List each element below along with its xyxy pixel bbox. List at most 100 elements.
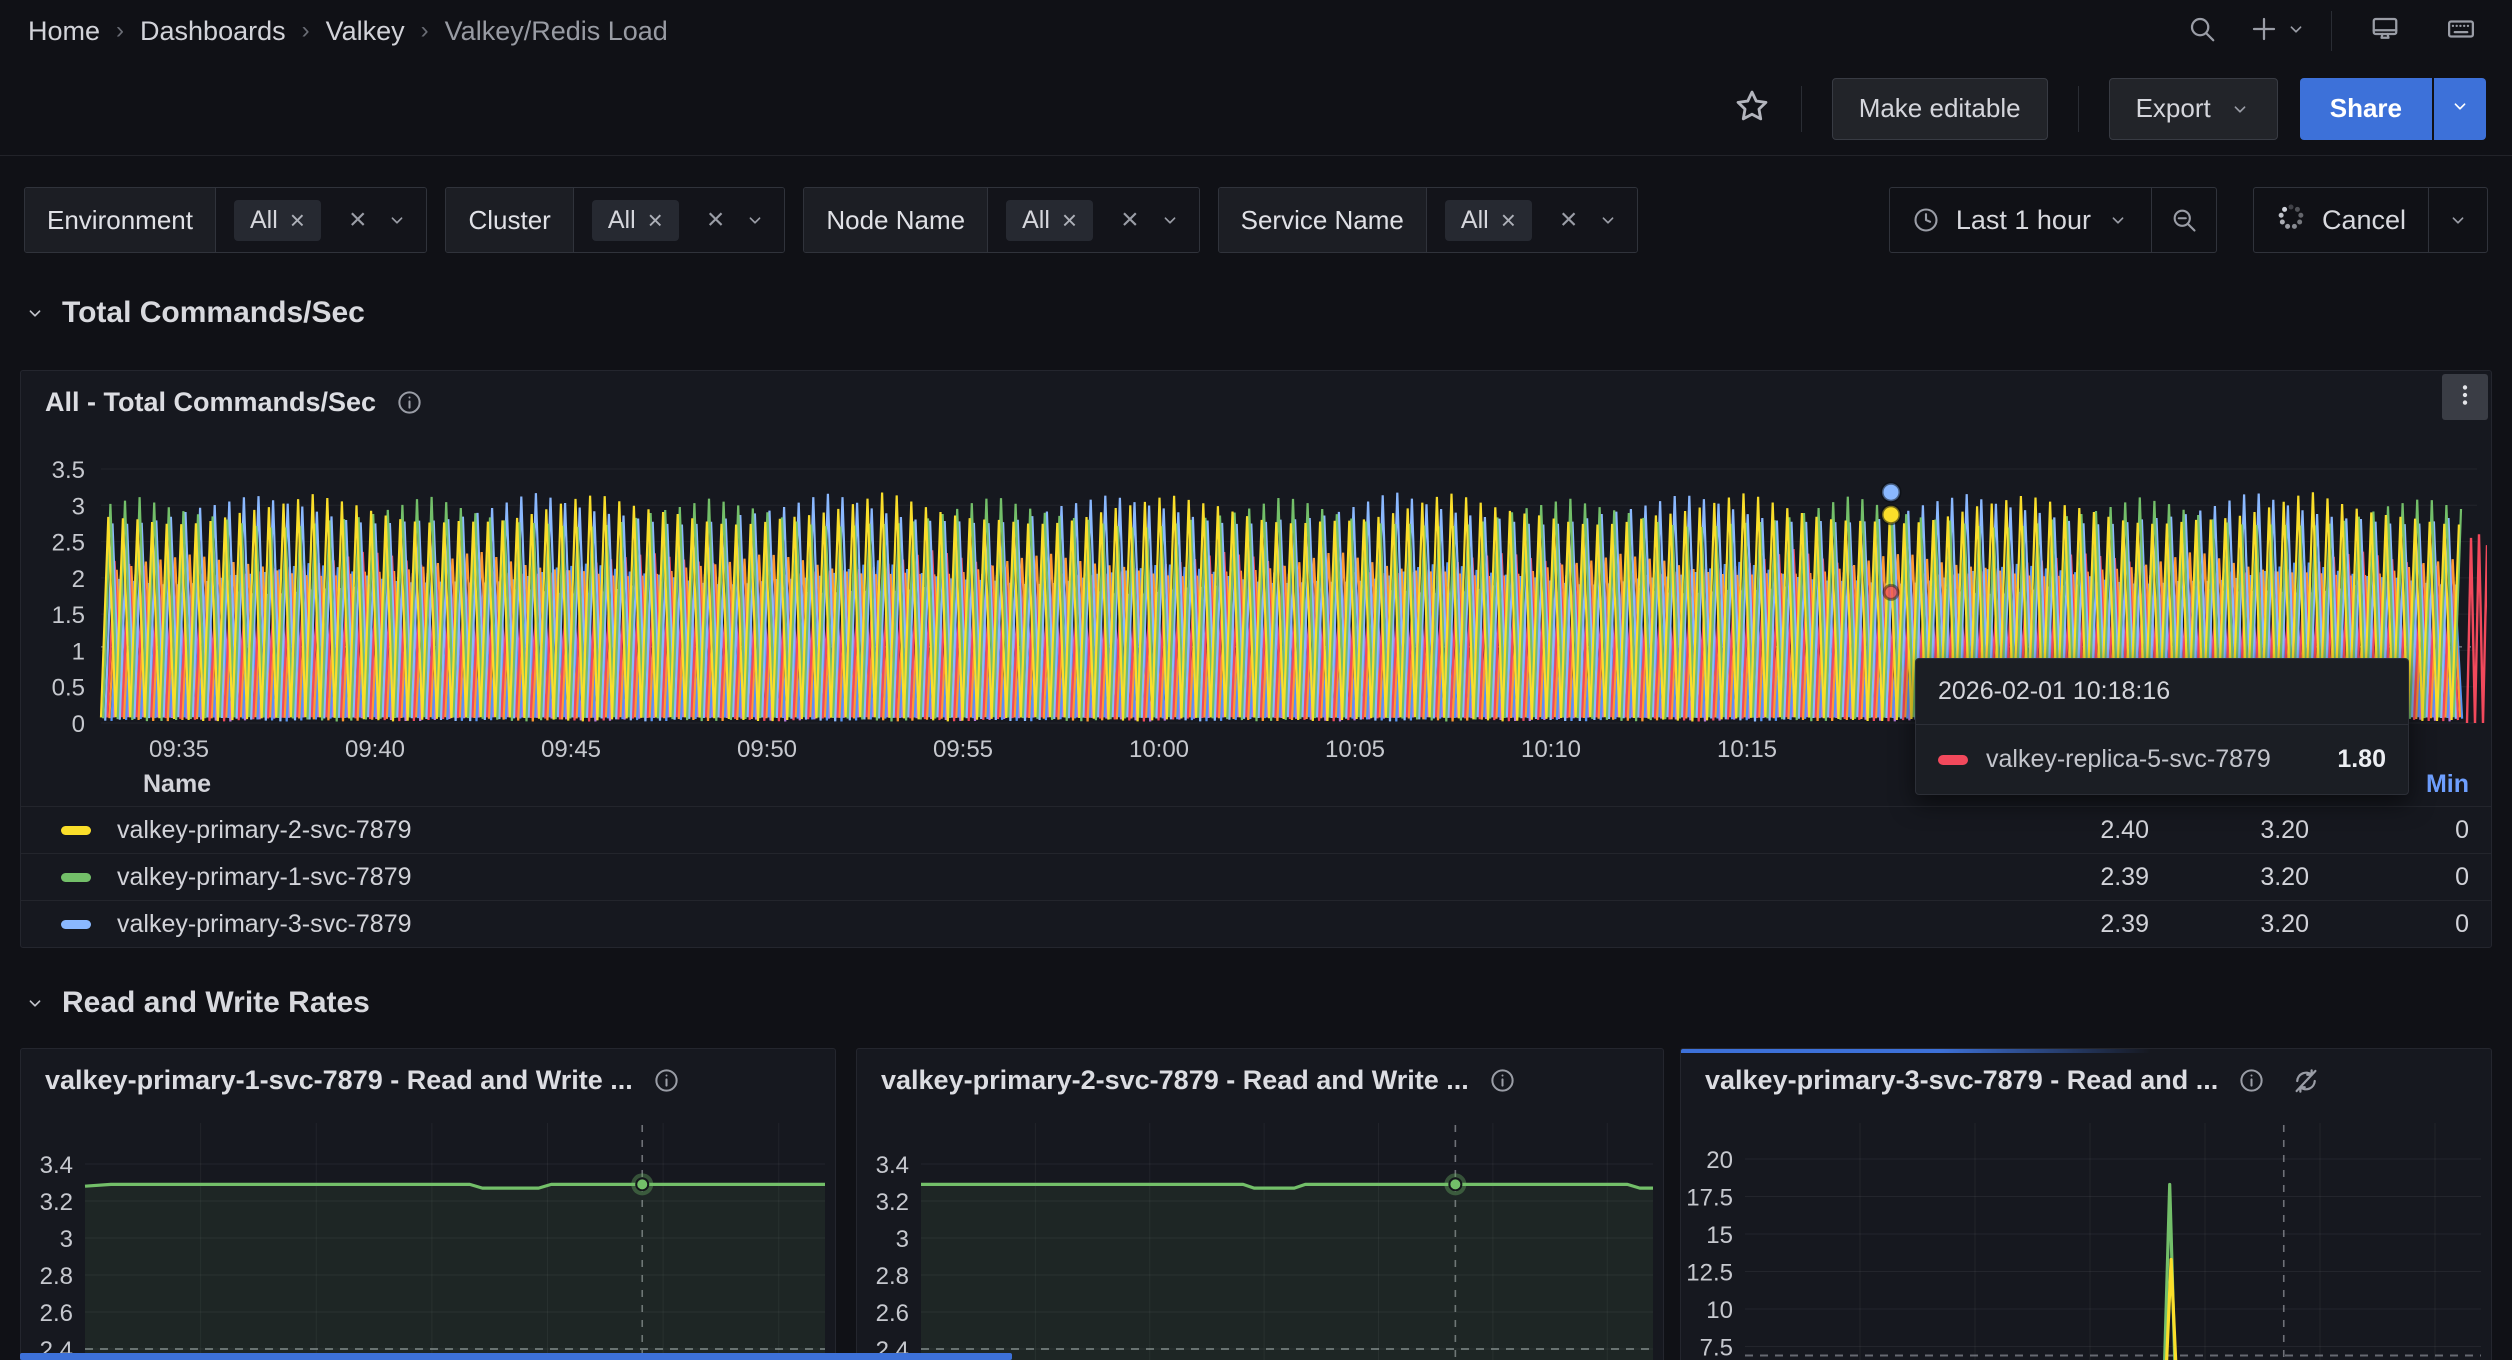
series-color-dash (61, 825, 91, 835)
filter-label: Node Name (804, 188, 989, 252)
info-icon[interactable] (653, 1067, 680, 1094)
filter-cluster: Cluster All × × (445, 187, 786, 253)
breadcrumb-item[interactable]: Valkey (325, 15, 405, 46)
legend-row[interactable]: valkey-primary-3-svc-7879 2.39 3.20 0 (21, 901, 2491, 947)
breadcrumb-item[interactable]: Dashboards (140, 15, 286, 46)
chip-remove-icon[interactable]: × (1500, 205, 1516, 235)
filter-value-dropdown[interactable]: All × × (215, 188, 427, 252)
refresh-cancel-button[interactable]: Cancel (2254, 188, 2428, 252)
panel-header[interactable]: valkey-primary-1-svc-7879 - Read and Wri… (21, 1049, 835, 1112)
filter-label: Environment (25, 188, 216, 252)
svg-text:1: 1 (72, 638, 85, 665)
filter-clear-icon[interactable]: × (348, 203, 367, 236)
svg-text:3.5: 3.5 (52, 457, 85, 484)
filter-label: Cluster (446, 188, 574, 252)
info-icon[interactable] (396, 389, 423, 416)
filter-clear-icon[interactable]: × (706, 203, 725, 236)
filter-node-name: Node Name All × × (803, 187, 1200, 253)
refresh-interval-button[interactable] (2429, 188, 2487, 252)
monitor-icon[interactable] (2362, 8, 2408, 54)
filter-chip[interactable]: All × (1006, 199, 1094, 241)
panel-header[interactable]: valkey-primary-3-svc-7879 - Read and ... (1681, 1049, 2491, 1112)
svg-text:2.6: 2.6 (876, 1300, 909, 1327)
filter-chip[interactable]: All × (233, 199, 321, 241)
filter-value-dropdown[interactable]: All × × (1426, 188, 1638, 252)
make-editable-button[interactable]: Make editable (1831, 77, 2048, 140)
svg-text:3.2: 3.2 (40, 1189, 73, 1216)
share-button[interactable]: Share (2299, 77, 2432, 140)
nav-divider (2331, 11, 2332, 51)
svg-text:3: 3 (896, 1226, 909, 1253)
series-name: valkey-primary-1-svc-7879 (117, 862, 412, 891)
zoom-out-button[interactable] (2152, 188, 2216, 252)
breadcrumb-separator: › (420, 17, 429, 44)
rw-chart-2[interactable]: 3.4 3.2 3 2.8 2.6 2.4 (857, 1113, 1663, 1360)
filter-chip[interactable]: All × (591, 199, 679, 241)
chevron-down-icon (386, 209, 408, 231)
filter-service-name: Service Name All × × (1217, 187, 1639, 253)
legend-col-name[interactable]: Name (143, 770, 212, 798)
chevron-down-icon (2107, 209, 2129, 231)
filter-chip-label: All (1460, 205, 1489, 234)
svg-text:0: 0 (72, 711, 85, 738)
svg-text:15: 15 (1706, 1222, 1733, 1249)
svg-text:1.5: 1.5 (52, 602, 85, 629)
legend-col-min[interactable]: Min (2425, 770, 2469, 798)
svg-text:12.5: 12.5 (1686, 1260, 1733, 1287)
chevron-down-icon (1159, 209, 1181, 231)
dashboard-toolbar: Make editable Export Share (0, 62, 2512, 156)
filter-clear-icon[interactable]: × (1121, 203, 1139, 236)
time-controls: Last 1 hour Cancel (1888, 187, 2488, 253)
legend-row[interactable]: valkey-primary-1-svc-7879 2.39 3.20 0 (21, 854, 2491, 901)
series-mean: 2.39 (2100, 909, 2149, 938)
breadcrumb-item[interactable]: Home (28, 15, 101, 46)
add-button[interactable] (2252, 8, 2302, 54)
time-range-label: Last 1 hour (1955, 204, 2091, 235)
legend-row[interactable]: valkey-primary-2-svc-7879 2.40 3.20 0 (21, 807, 2491, 854)
series-mean: 2.39 (2100, 862, 2149, 891)
rw-chart-1[interactable]: 3.4 3.2 3 2.8 2.6 2.4 (21, 1113, 835, 1360)
clock-icon (1912, 206, 1940, 234)
chip-remove-icon[interactable]: × (647, 205, 663, 235)
filter-environment: Environment All × × (24, 187, 428, 253)
panel-header[interactable]: All - Total Commands/Sec (21, 371, 2491, 434)
search-icon[interactable] (2179, 8, 2225, 54)
tooltip-series-row: valkey-replica-5-svc-7879 1.80 (1916, 725, 2408, 794)
panel-header[interactable]: valkey-primary-2-svc-7879 - Read and Wri… (857, 1049, 1663, 1112)
info-icon[interactable] (2238, 1067, 2265, 1094)
svg-text:2.6: 2.6 (40, 1300, 73, 1327)
chip-remove-icon[interactable]: × (289, 205, 305, 235)
info-icon[interactable] (1489, 1067, 1516, 1094)
series-max: 3.20 (2260, 815, 2309, 844)
export-button[interactable]: Export (2108, 77, 2278, 140)
svg-text:20: 20 (1706, 1147, 1733, 1174)
star-icon[interactable] (1733, 87, 1771, 130)
filter-value-dropdown[interactable]: All × × (573, 188, 785, 252)
series-color-dash (61, 919, 91, 929)
svg-text:09:45: 09:45 (541, 736, 601, 763)
svg-text:2.8: 2.8 (40, 1263, 73, 1290)
filter-clear-icon[interactable]: × (1559, 203, 1578, 236)
filter-chip-label: All (249, 205, 278, 234)
refresh-picker: Cancel (2252, 187, 2488, 253)
section-read-write-rates[interactable]: Read and Write Rates (24, 986, 370, 1020)
series-min: 0 (2455, 815, 2469, 844)
sync-disabled-icon[interactable] (2291, 1066, 2321, 1096)
svg-text:3: 3 (60, 1226, 73, 1253)
panel-menu-button[interactable] (2442, 374, 2488, 420)
chip-remove-icon[interactable]: × (1061, 205, 1078, 235)
svg-text:2: 2 (72, 566, 85, 593)
time-range-button[interactable]: Last 1 hour (1890, 188, 2151, 252)
filter-value-dropdown[interactable]: All × × (988, 188, 1199, 252)
svg-text:09:35: 09:35 (149, 736, 209, 763)
filter-chip[interactable]: All × (1444, 199, 1532, 241)
time-picker: Last 1 hour (1888, 187, 2217, 253)
share-caret-button[interactable] (2434, 77, 2486, 140)
panel-rw-primary-3: valkey-primary-3-svc-7879 - Read and ...… (1680, 1048, 2492, 1360)
keyboard-icon[interactable] (2438, 8, 2484, 54)
breadcrumb-item: Valkey/Redis Load (444, 15, 668, 46)
variables-row: Environment All × × Cluster All × × Node Name All… (0, 186, 2512, 254)
series-min: 0 (2455, 862, 2469, 891)
rw-chart-3[interactable]: 20 17.5 15 12.5 10 7.5 (1681, 1113, 2491, 1360)
section-total-commands[interactable]: Total Commands/Sec (24, 296, 365, 330)
